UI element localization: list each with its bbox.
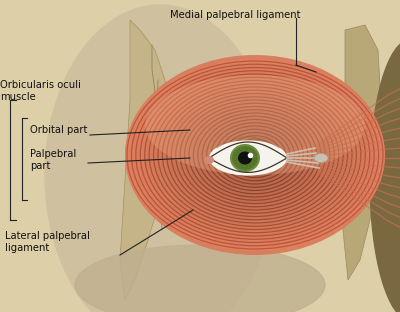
Ellipse shape [183,102,327,208]
Ellipse shape [125,55,385,255]
Text: Orbicularis oculi
muscle: Orbicularis oculi muscle [0,80,81,102]
Ellipse shape [238,152,252,164]
Ellipse shape [219,128,291,182]
Ellipse shape [143,72,367,238]
Ellipse shape [174,95,336,215]
Ellipse shape [232,146,258,170]
Ellipse shape [138,69,372,241]
Ellipse shape [45,5,275,312]
Ellipse shape [237,141,273,169]
Ellipse shape [196,112,314,198]
Ellipse shape [201,115,309,195]
Ellipse shape [152,79,358,231]
Polygon shape [120,20,170,300]
Polygon shape [340,25,382,280]
Ellipse shape [147,76,363,235]
Ellipse shape [161,85,349,225]
Ellipse shape [246,148,264,162]
Ellipse shape [214,125,296,185]
Ellipse shape [209,140,287,176]
Ellipse shape [370,40,400,312]
Ellipse shape [241,144,269,166]
Ellipse shape [230,144,260,172]
Ellipse shape [210,121,300,188]
Text: Orbital part: Orbital part [30,125,87,135]
Ellipse shape [125,59,385,251]
Ellipse shape [178,98,332,212]
Polygon shape [209,142,287,173]
Text: Palpebral
part: Palpebral part [30,149,76,171]
Ellipse shape [165,89,345,222]
Ellipse shape [204,156,214,164]
Ellipse shape [188,105,322,205]
Ellipse shape [223,131,287,179]
Ellipse shape [232,138,278,172]
Ellipse shape [130,62,380,248]
Ellipse shape [228,134,282,175]
Ellipse shape [145,75,365,175]
Ellipse shape [156,82,354,228]
Ellipse shape [75,245,325,312]
Ellipse shape [170,92,340,218]
Ellipse shape [192,108,318,202]
Ellipse shape [314,154,328,163]
Text: Medial palpebral ligament: Medial palpebral ligament [170,10,300,20]
Ellipse shape [134,66,376,244]
Ellipse shape [205,118,305,192]
Text: Lateral palpebral
ligament: Lateral palpebral ligament [5,231,90,253]
